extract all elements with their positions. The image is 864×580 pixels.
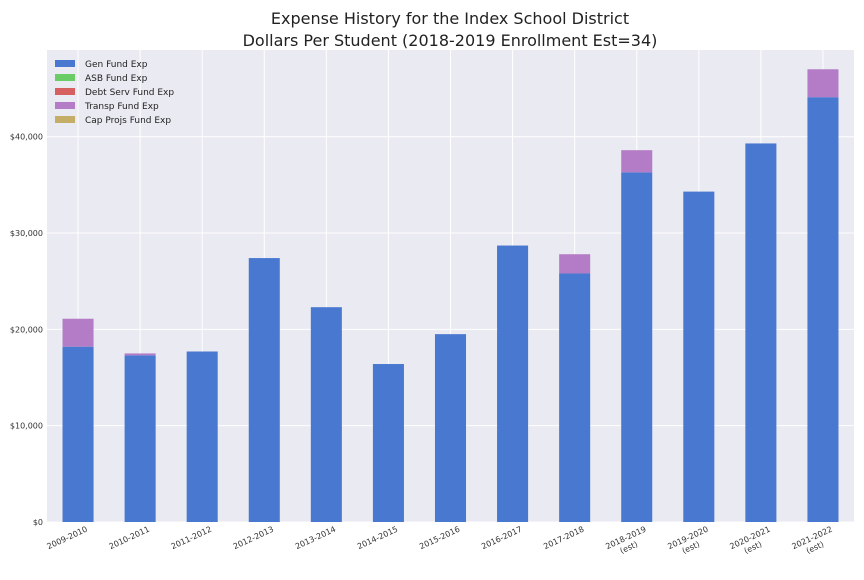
legend-label: Cap Projs Fund Exp <box>85 116 171 126</box>
bar-gen-fund-exp-7 <box>497 245 529 523</box>
x-tick-label: 2015-2016 <box>418 525 461 552</box>
bar-gen-fund-exp-12 <box>807 97 839 522</box>
bar-gen-fund-exp-3 <box>248 258 280 522</box>
bar-gen-fund-exp-5 <box>372 364 404 522</box>
legend-swatch <box>55 60 75 67</box>
bar-transp-fund-exp-1 <box>124 353 156 356</box>
x-tick-label: 2019-2020(est) <box>666 525 714 561</box>
y-tick-label: $0 <box>33 518 43 527</box>
legend-label: Debt Serv Fund Exp <box>85 88 174 98</box>
x-axis-ticks: 2009-2010 2010-2011 2011-2012 2012-2013 2013… <box>46 525 838 561</box>
chart-title: Expense History for the Index School Dis… <box>271 9 629 28</box>
legend-swatch <box>55 88 75 95</box>
y-tick-label: $40,000 <box>10 133 43 142</box>
bar-transp-fund-exp-9 <box>621 150 653 173</box>
legend-swatch <box>55 102 75 109</box>
legend-swatch <box>55 116 75 123</box>
x-tick-label: 2012-2013 <box>232 525 275 552</box>
legend-swatch <box>55 74 75 81</box>
y-tick-label: $10,000 <box>10 422 43 431</box>
bar-transp-fund-exp-0 <box>62 318 94 347</box>
y-tick-label: $30,000 <box>10 229 43 238</box>
bar-gen-fund-exp-2 <box>186 351 218 522</box>
bar-gen-fund-exp-4 <box>310 307 342 522</box>
bar-transp-fund-exp-8 <box>559 254 591 274</box>
bar-gen-fund-exp-9 <box>621 172 653 522</box>
legend: Gen Fund Exp ASB Fund Exp Debt Serv Fund E… <box>55 60 174 126</box>
x-tick-label: 2021-2022(est) <box>790 525 838 561</box>
bar-gen-fund-exp-1 <box>124 355 156 522</box>
x-tick-label: 2013-2014 <box>294 525 337 552</box>
y-axis-ticks: $0 $10,000 $20,000 $30,000 $40,000 <box>10 133 43 527</box>
legend-label: Transp Fund Exp <box>84 102 159 112</box>
x-tick-label: 2014-2015 <box>356 525 399 552</box>
bar-gen-fund-exp-8 <box>559 273 591 522</box>
chart-subtitle: Dollars Per Student (2018-2019 Enrollmen… <box>243 31 658 50</box>
legend-label: ASB Fund Exp <box>85 74 148 84</box>
bars <box>62 69 839 523</box>
x-tick-label: 2009-2010 <box>46 525 89 552</box>
bar-gen-fund-exp-0 <box>62 346 94 522</box>
bar-gen-fund-exp-10 <box>683 191 715 522</box>
x-tick-label: 2016-2017 <box>480 525 523 552</box>
x-tick-label: 2017-2018 <box>542 525 585 552</box>
y-tick-label: $20,000 <box>10 325 43 334</box>
x-tick-label: 2011-2012 <box>170 525 213 552</box>
x-tick-label: 2018-2019(est) <box>604 525 652 561</box>
bar-transp-fund-exp-12 <box>807 69 839 98</box>
bar-gen-fund-exp-11 <box>745 143 777 522</box>
bar-gen-fund-exp-6 <box>434 334 467 522</box>
legend-label: Gen Fund Exp <box>85 60 148 70</box>
x-tick-label: 2020-2021(est) <box>728 525 776 561</box>
x-tick-label: 2010-2011 <box>108 525 151 552</box>
